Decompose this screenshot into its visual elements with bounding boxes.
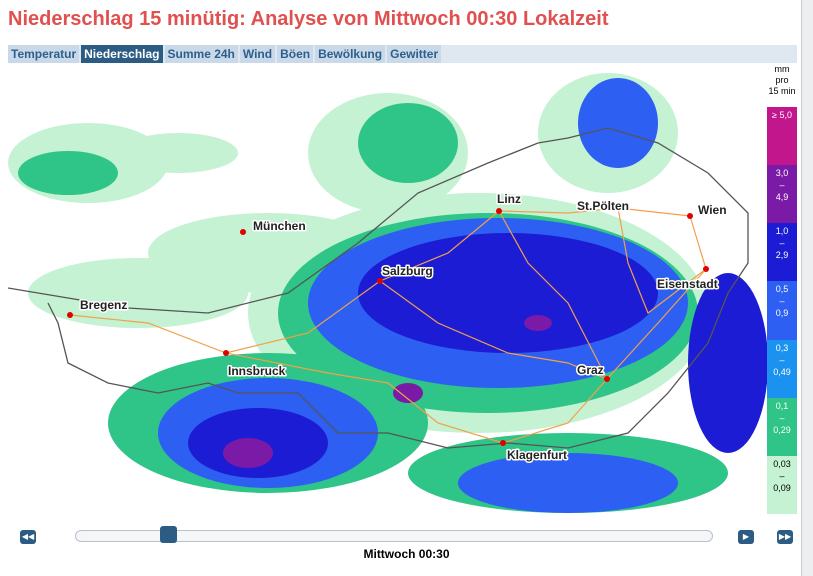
- legend-label: 1,0: [775, 226, 789, 237]
- border: [8, 127, 749, 449]
- city-label: Graz: [577, 363, 604, 377]
- tab[interactable]: Niederschlag: [81, 45, 163, 63]
- legend-label: 0,9: [775, 308, 789, 319]
- first-button[interactable]: ◀◀: [20, 530, 36, 544]
- legend-label: 2,9: [775, 250, 789, 261]
- legend-label: 0,5: [775, 284, 789, 295]
- city-label: Innsbruck: [228, 364, 286, 378]
- legend-label: 0,29: [773, 424, 791, 435]
- unit-line: pro: [775, 75, 789, 85]
- city-markers: [67, 205, 709, 446]
- tab[interactable]: Bewölkung: [315, 45, 386, 63]
- city-label: Bregenz: [80, 298, 127, 312]
- title: Niederschlag 15 minütig: Analyse von Mit…: [8, 8, 609, 30]
- legend-label: 0,3: [775, 342, 789, 353]
- last-button[interactable]: ▶▶: [777, 530, 793, 544]
- legend-label: –: [779, 412, 785, 423]
- tab[interactable]: Gewitter: [387, 45, 442, 63]
- legend-label: 4,9: [775, 192, 789, 203]
- city-label: Eisenstadt: [657, 277, 718, 291]
- legend-label: –: [779, 470, 785, 481]
- legend: mm pro 15 min ≥ 5,0 3,0–4,9 1,0–2,9 0,5–0,9 0,…: [767, 63, 797, 514]
- legend-label: 0,49: [773, 366, 791, 377]
- legend-class: 0,03–0,09: [767, 455, 797, 514]
- city-label: St.Pölten: [577, 199, 629, 213]
- roads: [69, 207, 707, 444]
- time-label: Mittwoch 00:30: [363, 547, 450, 561]
- legend-class: 1,0–2,9: [767, 223, 797, 282]
- tab[interactable]: Summe 24h: [164, 45, 238, 63]
- legend-label: ≥ 5,0: [772, 110, 792, 120]
- slider-knob[interactable]: [160, 526, 177, 543]
- legend-unit: mm pro 15 min: [767, 63, 797, 107]
- tab[interactable]: Temperatur: [8, 45, 80, 63]
- legend-label: 0,09: [773, 482, 791, 493]
- legend-label: –: [779, 238, 785, 249]
- legend-label: 3,0: [775, 168, 789, 179]
- tab[interactable]: Wind: [239, 45, 276, 63]
- map: München Linz St.Pölten Wien Salzburg Eis…: [8, 63, 767, 513]
- legend-class: 0,5–0,9: [767, 281, 797, 340]
- legend-label: –: [779, 180, 785, 191]
- city-label: Klagenfurt: [507, 448, 567, 462]
- legend-class: ≥ 5,0: [767, 107, 797, 166]
- tab-bar: Temperatur Niederschlag Summe 24h Wind Böen B…: [8, 45, 797, 63]
- legend-label: –: [779, 354, 785, 365]
- legend-label: 0,03: [773, 458, 791, 469]
- city-label: München: [253, 219, 306, 233]
- tab[interactable]: Böen: [277, 45, 314, 63]
- legend-label: 0,1: [775, 400, 789, 411]
- next-button[interactable]: ▶: [738, 530, 754, 544]
- scrollbar: [801, 0, 813, 576]
- unit-line: mm: [774, 64, 790, 74]
- legend-class: 0,1–0,29: [767, 397, 797, 456]
- unit-line: 15 min: [768, 86, 796, 96]
- legend-class: 0,3–0,49: [767, 339, 797, 398]
- city-label: Linz: [497, 192, 521, 206]
- precipitation: [8, 73, 767, 513]
- legend-label: –: [779, 296, 785, 307]
- city-label: Wien: [698, 203, 727, 217]
- city-label: Salzburg: [382, 264, 433, 278]
- time-slider[interactable]: [75, 530, 713, 542]
- legend-class: 3,0–4,9: [767, 165, 797, 224]
